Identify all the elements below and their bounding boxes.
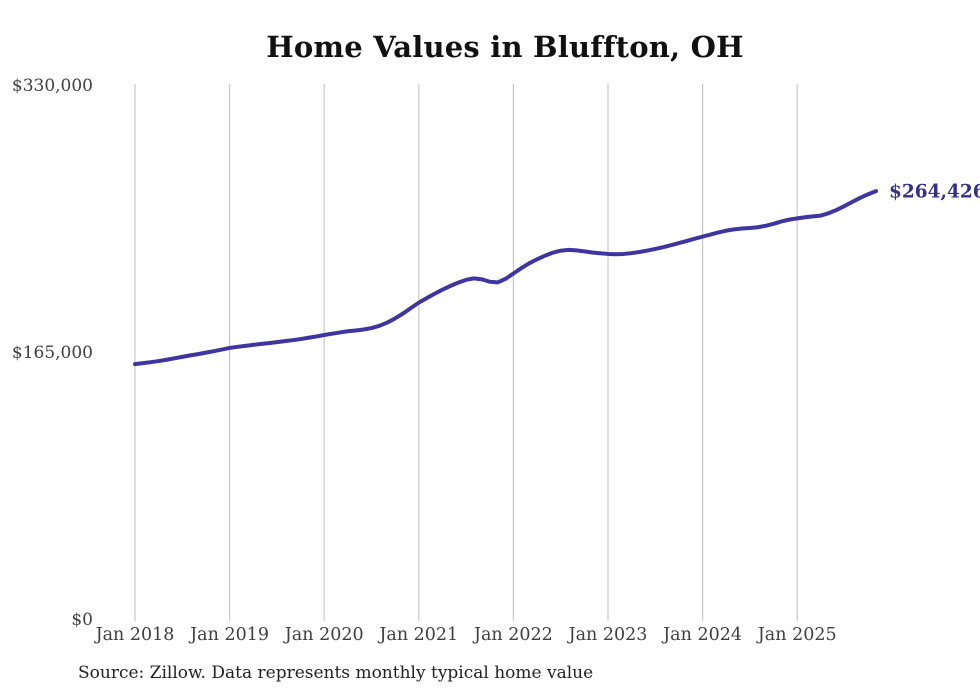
source-note: Source: Zillow. Data represents monthly … bbox=[78, 663, 594, 683]
x-tick-label: Jan 2020 bbox=[283, 625, 364, 645]
y-tick-label: $330,000 bbox=[12, 76, 93, 96]
x-tick-label: Jan 2022 bbox=[472, 625, 553, 645]
x-tick-label: Jan 2021 bbox=[377, 625, 458, 645]
y-tick-label: $165,000 bbox=[12, 343, 93, 363]
x-tick-label: Jan 2025 bbox=[756, 625, 837, 645]
x-tick-label: Jan 2024 bbox=[661, 625, 742, 645]
chart-title: Home Values in Bluffton, OH bbox=[266, 30, 744, 64]
current-value-label: $264,426 bbox=[889, 182, 980, 203]
x-tick-label: Jan 2019 bbox=[188, 625, 269, 645]
x-tick-label: Jan 2018 bbox=[94, 625, 175, 645]
x-tick-label: Jan 2023 bbox=[567, 625, 648, 645]
y-tick-label: $0 bbox=[71, 610, 93, 630]
home-value-series-line bbox=[133, 189, 879, 367]
